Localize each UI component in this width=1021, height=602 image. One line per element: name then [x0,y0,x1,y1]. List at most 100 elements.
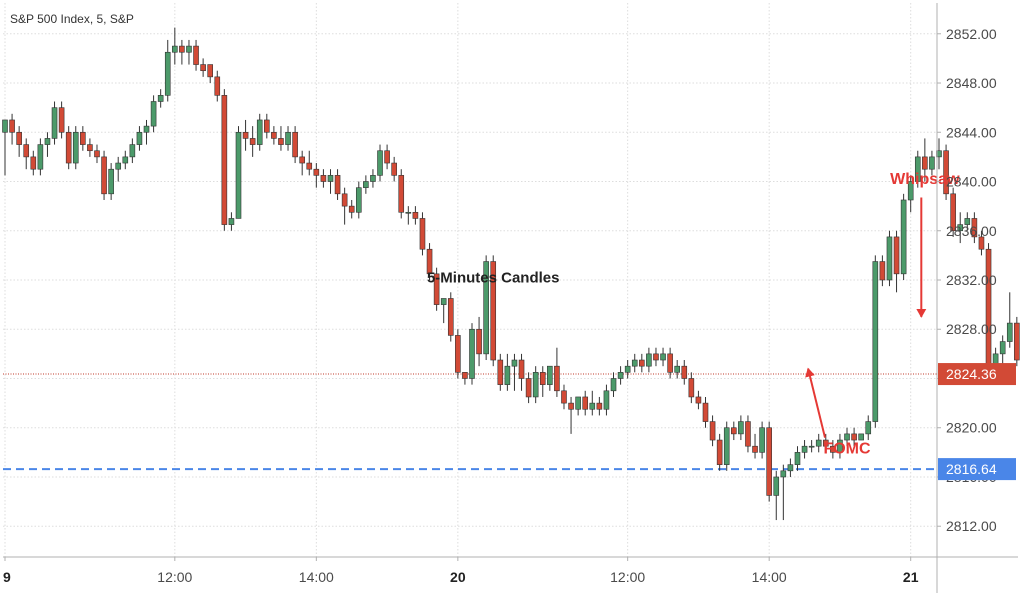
candle-body-down [554,366,559,391]
candle-body-down [583,397,588,409]
candle-body-down [462,372,467,378]
candle-body-up [286,132,291,144]
candle-body-down [519,360,524,378]
candle-body-down [342,194,347,206]
candle-body-up [788,465,793,471]
candle-body-down [448,298,453,335]
candle-body-down [264,120,269,132]
candle-body-up [816,440,821,446]
candle-body-down [922,157,927,169]
candle-body-up [625,366,630,372]
candle-body-up [370,175,375,181]
candle-body-down [852,434,857,440]
candle [859,434,864,440]
time-tick-label: 12:00 [610,569,645,585]
candle-body-down [880,262,885,280]
candle-body-up [738,422,743,434]
candle-body-down [271,132,276,138]
candle-body-down [498,360,503,385]
candle-body-down [201,65,206,71]
time-tick-label: 20 [450,569,466,585]
candle [52,101,57,144]
candle-body-down [696,397,701,403]
candle-body-up [590,403,595,409]
candle-body-up [45,138,50,144]
candle-body-down [894,237,899,274]
candle-body-up [774,477,779,495]
candle-body-up [901,200,906,274]
candle-body-up [866,422,871,434]
candle [222,89,227,231]
candle-body-up [781,471,786,477]
candle-body-down [477,329,482,354]
candle-body-down [753,446,758,452]
time-tick-label: 12:00 [157,569,192,585]
candle-body-down [215,77,220,95]
candle-body-down [399,175,404,212]
candle [986,243,991,372]
support-level-badge: 2816.64 [938,458,1016,480]
candle-body-up [632,360,637,366]
support-level-badge-label: 2816.64 [946,461,997,477]
candle-body-up [887,237,892,280]
price-tick-label: 2848.00 [946,75,997,91]
candle [399,169,404,218]
price-tick-label: 2852.00 [946,26,997,42]
candle-body-up [130,145,135,157]
candle [448,292,453,341]
candle-body-up [356,188,361,213]
candle-body-up [186,46,191,52]
candle-body-down [179,46,184,52]
candle-body-down [413,212,418,218]
candle [873,255,878,427]
candle-body-up [363,182,368,188]
candle-body-up [123,157,128,163]
candle-body-down [569,403,574,409]
candle-body-up [533,372,538,397]
candle-body-up [724,428,729,465]
candle-body-up [760,428,765,453]
candle-body-up [1000,342,1005,354]
candle-body-down [94,151,99,157]
candle-body-up [151,101,156,126]
candle-body-down [731,428,736,434]
price-tick-label: 2832.00 [946,272,997,288]
candle-body-down [293,132,298,157]
candle-body-down [250,138,255,144]
candle-body-up [661,354,666,360]
annotation-fomc-label: FOMC [823,441,871,458]
candle-body-up [809,446,814,447]
candle-body-down [243,132,248,138]
annotation-candles-label: 5-Minutes Candles [427,269,560,286]
candle-body-down [31,157,36,169]
candle-body-up [116,163,121,169]
candle-body-up [73,132,78,163]
candle [901,194,906,280]
candle-body-up [604,391,609,409]
candle-body-up [547,366,552,384]
candle-body-up [172,46,177,52]
candle-body-up [505,366,510,384]
candle-body-down [80,132,85,144]
candle-body-down [668,354,673,372]
candle [887,231,892,286]
candle-body-down [526,378,531,396]
candle-body-down [561,391,566,403]
candle-body-down [385,151,390,163]
candle-body-down [1014,323,1019,360]
candle-body-up [618,372,623,378]
candle [724,422,729,471]
candle-body-up [646,354,651,366]
candle-body-down [455,335,460,372]
price-tick-label: 2840.00 [946,174,997,190]
candle-body-down [314,169,319,175]
candle-body-up [229,218,234,224]
candle-body-up [144,126,149,132]
candle-body-down [335,175,340,193]
candle-body-up [859,434,864,440]
candle-body-down [639,360,644,366]
candle-body-down [540,372,545,384]
candle-body-up [165,52,170,95]
candle [66,126,71,169]
